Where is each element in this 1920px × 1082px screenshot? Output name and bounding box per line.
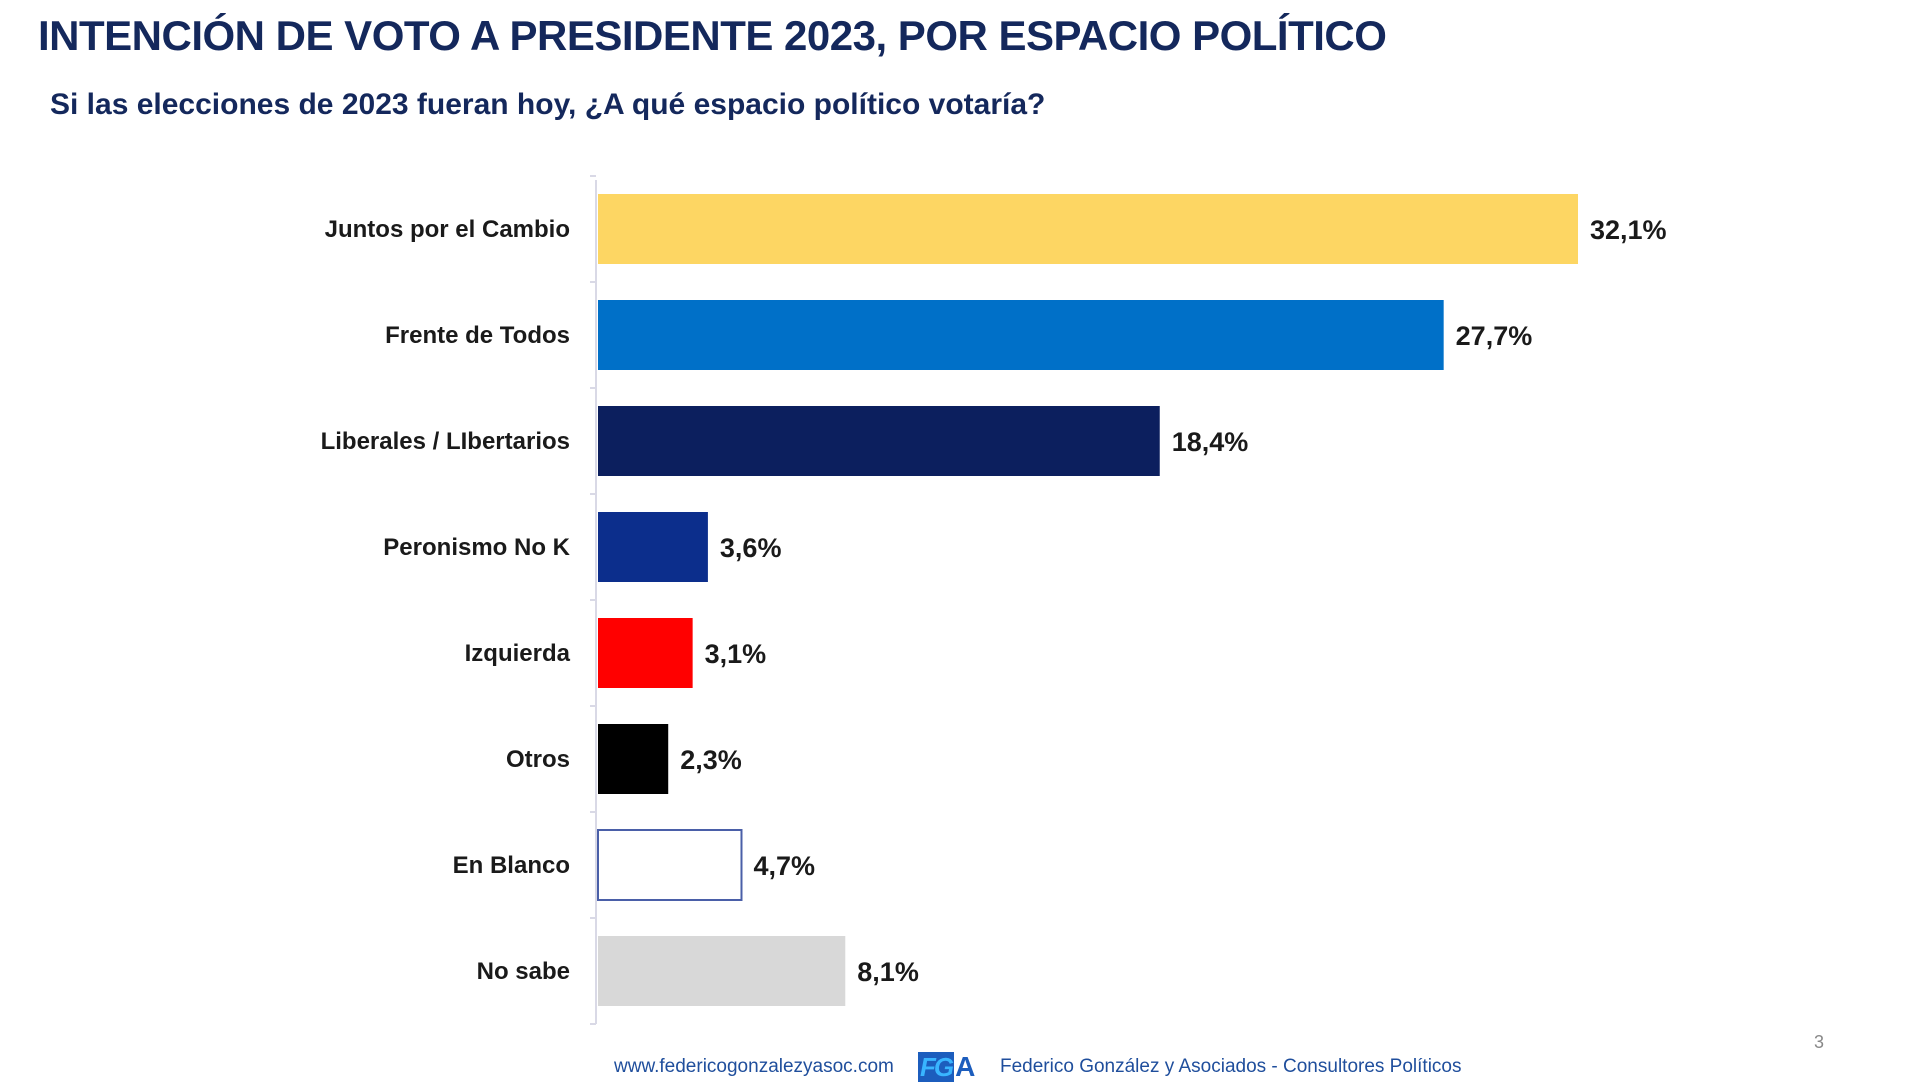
footer: www.federicogonzalezyasoc.com FG A Feder…: [0, 1052, 1920, 1082]
chart-title: INTENCIÓN DE VOTO A PRESIDENTE 2023, POR…: [38, 12, 1387, 59]
value-label: 3,1%: [705, 639, 767, 669]
company-name: Federico González y Asociados - Consulto…: [1000, 1056, 1462, 1077]
category-label: En Blanco: [453, 852, 570, 879]
category-label: Izquierda: [465, 640, 571, 667]
bar-juntos-por-el-cambio: [598, 194, 1578, 264]
value-label: 2,3%: [680, 745, 742, 775]
value-label: 27,7%: [1456, 321, 1533, 351]
bar-no-sabe: [598, 936, 846, 1006]
value-label: 18,4%: [1172, 427, 1249, 457]
category-label: No sabe: [477, 958, 570, 985]
value-label: 4,7%: [753, 851, 815, 881]
category-label: Liberales / LIbertarios: [321, 428, 570, 455]
category-label: Otros: [506, 746, 570, 773]
bar-en-blanco: [597, 829, 743, 901]
bar-peronismo-no-k: [598, 512, 708, 582]
website-link[interactable]: www.federicogonzalezyasoc.com: [614, 1056, 894, 1077]
value-label: 3,6%: [720, 533, 782, 563]
chart-subtitle: Si las elecciones de 2023 fueran hoy, ¿A…: [50, 88, 1046, 121]
page-number: 3: [1814, 1032, 1825, 1052]
logo-fg-text: FG: [918, 1052, 954, 1082]
value-label: 8,1%: [857, 957, 919, 987]
bar-frente-de-todos: [598, 300, 1444, 370]
value-label: 32,1%: [1590, 215, 1667, 245]
bar-chart: Juntos por el Cambio 32,1% Frente de Todos…: [321, 175, 1667, 1025]
bar-izquierda: [598, 618, 693, 688]
bar-liberales-libertarios: [598, 406, 1160, 476]
logo-a-text: A: [955, 1051, 976, 1082]
fga-logo-icon: FG A: [918, 1052, 975, 1082]
category-label: Juntos por el Cambio: [325, 216, 570, 243]
category-label: Peronismo No K: [383, 534, 570, 561]
category-label: Frente de Todos: [385, 322, 570, 349]
bar-otros: [598, 724, 669, 794]
